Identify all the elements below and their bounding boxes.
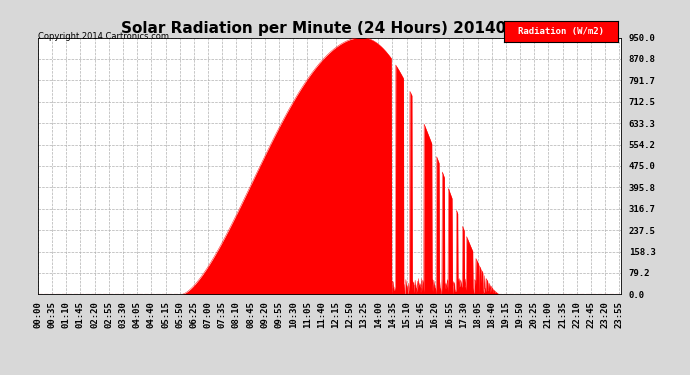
Title: Solar Radiation per Minute (24 Hours) 20140422: Solar Radiation per Minute (24 Hours) 20… bbox=[121, 21, 538, 36]
Text: Copyright 2014 Cartronics.com: Copyright 2014 Cartronics.com bbox=[38, 32, 169, 41]
Text: Radiation (W/m2): Radiation (W/m2) bbox=[518, 27, 604, 36]
